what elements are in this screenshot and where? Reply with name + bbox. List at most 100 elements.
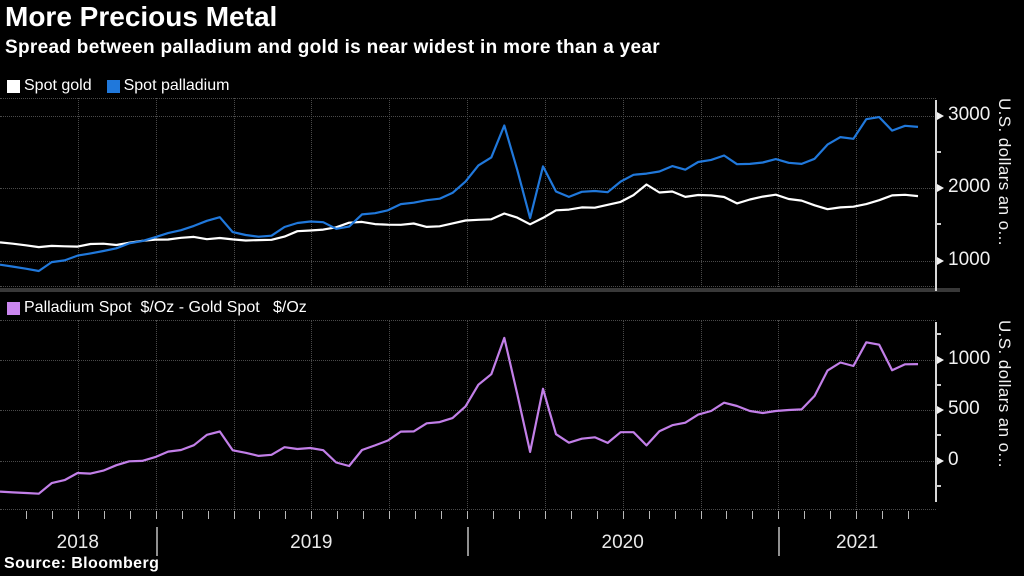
v-gridline — [700, 98, 702, 287]
year-label-2018: 2018 — [56, 532, 99, 553]
month-tick — [181, 511, 183, 519]
month-tick — [622, 511, 624, 519]
v-gridline — [544, 320, 546, 510]
month-tick — [129, 511, 131, 519]
month-tick — [311, 511, 313, 519]
panel2-y-axis-line — [935, 322, 937, 502]
bottom-chart-plot-area — [0, 320, 936, 510]
v-gridline — [233, 320, 235, 510]
year-boundary-tick — [155, 527, 158, 556]
month-tick — [259, 511, 261, 519]
y-minor-tick-1500 — [936, 223, 941, 226]
y-major-tick-1000 — [937, 355, 944, 364]
month-tick — [700, 511, 702, 519]
y-tick-label-3000: 3000 — [948, 103, 991, 125]
month-tick — [363, 511, 365, 519]
h-gridline-3000 — [0, 115, 936, 117]
month-tick — [726, 511, 728, 519]
month-tick — [441, 511, 443, 519]
month-tick — [337, 511, 339, 519]
v-gridline — [700, 320, 702, 510]
bottom-panel-legend: Palladium Spot $/Oz - Gold Spot $/Oz — [7, 299, 307, 317]
y-major-tick-2000 — [937, 184, 944, 192]
y-major-tick-3000 — [937, 111, 944, 120]
month-tick — [492, 511, 494, 519]
plot-boundary-line — [0, 98, 936, 99]
top-panel-legend: Spot gold Spot palladium — [7, 77, 229, 95]
month-tick — [752, 511, 754, 519]
h-gridline-2000 — [0, 188, 936, 189]
spot-palladium-line — [0, 116, 919, 273]
bottom-y-axis-title: U.S. dollars an o... — [995, 320, 1014, 468]
y-minor-tick-250 — [936, 434, 941, 437]
month-tick — [778, 511, 780, 519]
month-tick — [648, 511, 650, 519]
v-gridline — [778, 320, 780, 510]
palladium-legend-label: Spot palladium — [123, 77, 230, 94]
y-minor-tick-2500 — [936, 150, 941, 153]
top-y-axis-title: U.S. dollars an o... — [995, 98, 1014, 246]
y-tick-label-1000: 1000 — [948, 248, 991, 270]
v-gridline — [155, 320, 157, 510]
v-gridline — [155, 98, 157, 287]
plot-boundary-line — [0, 320, 936, 321]
gold-legend-label: Spot gold — [24, 77, 92, 94]
month-tick — [155, 511, 157, 519]
panel1-series-svg — [0, 116, 919, 273]
y-tick-label-0: 0 — [948, 448, 959, 470]
v-gridline — [77, 320, 79, 510]
v-gridline — [622, 98, 624, 287]
y-tick-label-500: 500 — [948, 398, 980, 420]
v-gridline — [233, 98, 235, 287]
v-gridline — [467, 320, 468, 510]
y-minor-tick-750 — [936, 383, 941, 386]
month-tick — [389, 511, 391, 519]
panel2-series-svg — [0, 336, 919, 495]
month-tick — [570, 511, 572, 519]
top-chart-plot-area — [0, 98, 936, 287]
plot-boundary-line — [0, 509, 936, 510]
palladium-spot-oz-gold-spot-oz-line — [0, 336, 919, 495]
v-gridline — [389, 320, 391, 510]
panel1-y-axis-line — [935, 100, 937, 291]
v-gridline — [311, 98, 313, 287]
y-major-tick-500 — [937, 406, 944, 414]
month-tick — [51, 511, 53, 519]
spot-gold-line — [0, 183, 919, 249]
h-gridline-0 — [0, 460, 936, 462]
h-gridline-1000 — [0, 359, 936, 361]
month-tick — [415, 511, 417, 519]
y-major-tick-0 — [937, 456, 944, 465]
v-gridline — [622, 320, 624, 510]
month-tick — [908, 511, 909, 519]
y-major-tick-1000 — [937, 256, 944, 265]
page-subtitle: Spread between palladium and gold is nea… — [5, 37, 660, 58]
month-tick — [856, 511, 858, 519]
month-tick — [285, 511, 287, 519]
gold-legend-swatch-icon — [7, 79, 20, 93]
year-boundary-tick — [778, 527, 781, 556]
v-gridline — [778, 98, 780, 287]
month-tick — [518, 511, 520, 519]
palladium-legend-swatch-icon — [106, 79, 120, 93]
month-tick — [544, 511, 546, 519]
month-tick — [674, 511, 676, 519]
month-tick — [467, 511, 468, 519]
year-label-2020: 2020 — [601, 532, 644, 553]
month-tick — [207, 511, 209, 519]
month-tick — [233, 511, 235, 519]
v-gridline — [77, 98, 79, 287]
v-gridline — [389, 98, 391, 287]
y-tick-label-1000: 1000 — [948, 347, 991, 369]
year-label-2021: 2021 — [836, 532, 879, 553]
source-label: Source: Bloomberg — [4, 555, 160, 572]
v-gridline — [544, 98, 546, 287]
year-boundary-tick — [467, 527, 469, 556]
v-gridline — [856, 98, 858, 287]
month-tick — [882, 511, 884, 519]
month-tick — [103, 511, 105, 519]
plot-boundary-line — [0, 286, 936, 287]
y-minor-tick--250 — [936, 484, 941, 487]
year-label-2019: 2019 — [290, 532, 333, 553]
